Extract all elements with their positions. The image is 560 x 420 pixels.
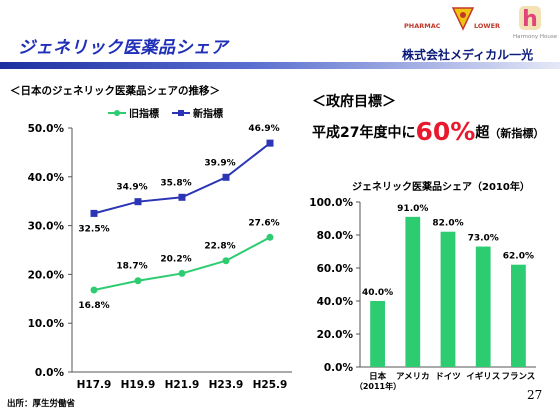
y-tick-label: 100.0% bbox=[309, 197, 353, 209]
government-target-heading: ＜政府目標＞ bbox=[312, 94, 396, 110]
data-point bbox=[134, 198, 142, 206]
data-label: 27.6% bbox=[248, 218, 279, 228]
category-label: ドイツ bbox=[435, 372, 461, 382]
x-tick-label: H25.9 bbox=[253, 379, 288, 391]
line-chart-title: ＜日本のジェネリック医薬品シェアの推移＞ bbox=[10, 85, 220, 97]
x-tick-label: H19.9 bbox=[121, 379, 156, 391]
target-note: （新指標） bbox=[489, 127, 545, 140]
target-suffix: 超 bbox=[475, 125, 490, 141]
y-tick-label: 0.0% bbox=[324, 362, 354, 374]
y-tick-label: 30.0% bbox=[28, 221, 65, 233]
source-note: 出所：厚生労働省 bbox=[7, 399, 76, 409]
data-point bbox=[222, 173, 230, 181]
data-label: 32.5% bbox=[78, 224, 109, 234]
government-target-text: 平成27年度中に60%超（新指標） bbox=[312, 117, 544, 146]
bar bbox=[405, 216, 421, 367]
legend-marker-new-index bbox=[178, 110, 184, 116]
page-number: 27 bbox=[527, 388, 543, 402]
category-label: アメリカ bbox=[396, 372, 430, 382]
data-point bbox=[266, 233, 274, 241]
bar bbox=[511, 264, 526, 367]
bar-chart-title: ジェネリック医薬品シェア（2010年） bbox=[352, 182, 530, 193]
data-point bbox=[134, 277, 142, 285]
data-label: 34.9% bbox=[116, 183, 147, 193]
data-label: 18.7% bbox=[116, 262, 147, 272]
logo-harmony-text: Harmony House bbox=[513, 34, 558, 40]
x-tick-label: H23.9 bbox=[209, 379, 244, 391]
bar-category-note: （2011年） bbox=[355, 381, 401, 391]
bar bbox=[440, 231, 456, 367]
category-label: 日本 bbox=[369, 371, 387, 382]
data-label: 22.8% bbox=[204, 242, 235, 252]
legend-marker-old-index bbox=[114, 110, 120, 116]
bar-chart: 0.0% 20.0% 40.0% 60.0% 80.0% 100.0% 40.0% 日本 91… bbox=[309, 197, 536, 391]
y-tick-label: 40.0% bbox=[28, 172, 65, 184]
y-tick-label: 20.0% bbox=[28, 269, 65, 281]
y-tick-label: 50.0% bbox=[28, 123, 65, 135]
logo-pharmac-text: PHARMAC bbox=[404, 22, 441, 30]
y-tick-label: 20.0% bbox=[317, 329, 354, 341]
bar bbox=[475, 246, 491, 367]
category-label: イギリス bbox=[466, 371, 500, 382]
data-label: 62.0% bbox=[503, 252, 534, 262]
category-label: フランス bbox=[501, 372, 535, 382]
logo-lower-text: LOWER bbox=[474, 22, 501, 30]
y-tick-label: 0.0% bbox=[35, 367, 65, 379]
bar bbox=[370, 301, 385, 367]
data-label: 35.8% bbox=[160, 178, 191, 188]
data-point bbox=[222, 257, 230, 265]
target-prefix: 平成27年度中に bbox=[312, 125, 416, 141]
x-tick-label: H17.9 bbox=[77, 379, 112, 391]
data-point bbox=[266, 139, 274, 147]
data-label: 91.0% bbox=[397, 204, 428, 214]
data-label: 39.9% bbox=[204, 158, 235, 168]
target-value: 60% bbox=[415, 117, 476, 146]
y-tick-label: 10.0% bbox=[28, 318, 65, 330]
harmony-house-logo-icon: h bbox=[519, 6, 541, 31]
title-divider bbox=[0, 62, 560, 69]
legend-label-new-index: 新指標 bbox=[193, 107, 223, 120]
y-tick-label: 40.0% bbox=[317, 296, 354, 308]
data-point bbox=[178, 269, 186, 277]
data-point bbox=[178, 193, 186, 201]
data-label: 73.0% bbox=[468, 234, 499, 244]
data-label: 82.0% bbox=[432, 219, 463, 229]
x-tick-label: H21.9 bbox=[165, 379, 200, 391]
y-tick-label: 80.0% bbox=[317, 230, 354, 242]
line-chart: 旧指標 新指標 0.0% 10.0% 20.0% 30.0% 40.0% 50.0% H1… bbox=[28, 107, 292, 391]
data-point bbox=[90, 209, 98, 217]
company-logos: PHARMAC LOWER h Harmony House 株式会社メディカル一… bbox=[400, 2, 560, 64]
data-point bbox=[90, 286, 98, 294]
data-label: 46.9% bbox=[248, 124, 279, 134]
company-name: 株式会社メディカル一光 bbox=[402, 48, 534, 62]
svg-text:h: h bbox=[522, 7, 538, 31]
data-label: 20.2% bbox=[160, 254, 191, 264]
y-tick-label: 60.0% bbox=[317, 263, 354, 275]
data-label: 40.0% bbox=[362, 288, 393, 298]
legend-label-old-index: 旧指標 bbox=[129, 107, 159, 120]
data-label: 16.8% bbox=[78, 301, 109, 311]
line-chart-legend: 旧指標 新指標 bbox=[108, 107, 223, 120]
slide-title: ジェネリック医薬品シェア bbox=[18, 38, 228, 58]
pharmacy-flower-logo-icon bbox=[452, 7, 474, 31]
